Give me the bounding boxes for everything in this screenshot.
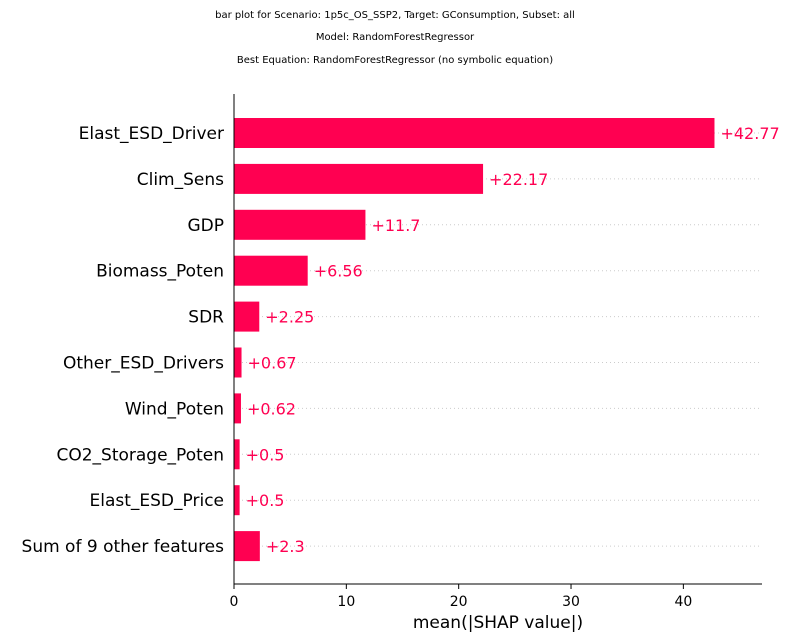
bar-1: [234, 163, 484, 194]
category-label-9: Sum of 9 other features: [22, 537, 225, 557]
category-label-4: SDR: [188, 308, 224, 328]
x-tick-label-4: 40: [674, 594, 692, 610]
x-tick-label-2: 20: [450, 594, 468, 610]
category-label-3: Biomass_Poten: [96, 262, 224, 282]
chart-title-line-1: bar plot for Scenario: 1p5c_OS_SSP2, Tar…: [215, 10, 575, 21]
value-label-8: +0.5: [246, 491, 285, 510]
x-tick-label-0: 0: [230, 594, 239, 610]
bar-7: [234, 439, 240, 470]
bar-9: [234, 531, 260, 562]
category-label-1: Clim_Sens: [137, 170, 224, 190]
category-label-6: Wind_Poten: [125, 399, 224, 419]
bar-5: [234, 347, 242, 378]
value-label-6: +0.62: [247, 399, 296, 418]
value-label-7: +0.5: [246, 445, 285, 464]
bar-8: [234, 485, 240, 516]
category-label-8: Elast_ESD_Price: [90, 491, 225, 511]
value-label-4: +2.25: [265, 308, 314, 327]
value-label-2: +11.7: [371, 216, 420, 235]
bar-2: [234, 209, 366, 240]
bar-3: [234, 255, 308, 286]
x-axis-label: mean(|SHAP value|): [413, 613, 583, 633]
bar-4: [234, 301, 260, 332]
value-label-5: +0.67: [248, 354, 297, 373]
x-tick-label-3: 30: [562, 594, 580, 610]
value-label-3: +6.56: [314, 262, 363, 281]
bar-0: [234, 118, 715, 148]
category-label-5: Other_ESD_Drivers: [63, 354, 224, 374]
value-label-1: +22.17: [489, 170, 548, 189]
value-label-9: +2.3: [266, 537, 305, 556]
category-label-0: Elast_ESD_Driver: [79, 124, 224, 144]
chart-title-line-3: Best Equation: RandomForestRegressor (no…: [236, 55, 554, 66]
x-tick-label-1: 10: [337, 594, 355, 610]
chart-title-line-2: Model: RandomForestRegressor: [315, 32, 475, 43]
value-label-0: +42.77: [720, 124, 779, 143]
bar-6: [234, 393, 241, 424]
category-label-7: CO2_Storage_Poten: [56, 445, 224, 465]
category-label-2: GDP: [187, 216, 224, 236]
